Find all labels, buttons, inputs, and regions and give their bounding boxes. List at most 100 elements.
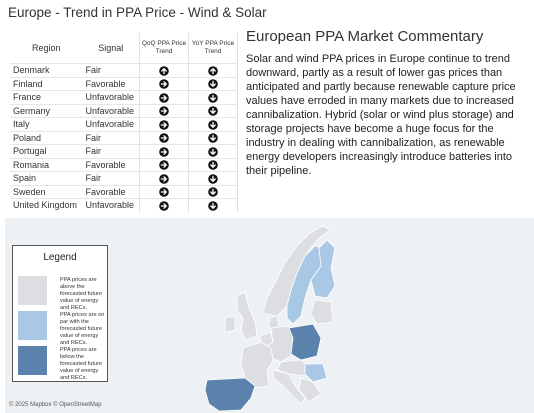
table-row: Romania Favorable [10, 157, 238, 172]
country-shape [272, 369, 306, 405]
signal-cell: Fair [82, 171, 140, 185]
country-shape [304, 363, 328, 383]
country-shape [236, 291, 258, 341]
region-cell: Sweden [10, 184, 83, 199]
legend-title: Legend [43, 252, 77, 263]
trend-arrow [159, 160, 169, 170]
map-credit: © 2025 Mapbox © OpenStreetMap [9, 402, 102, 408]
legend-label: PPA prices are above the forecasted futu… [60, 277, 102, 311]
trend-arrow [208, 200, 218, 211]
signal-cell: Unfavorable [82, 117, 140, 131]
trend-arrow [159, 92, 169, 103]
trend-cell [188, 63, 238, 77]
region-cell: Poland [10, 130, 83, 145]
column-header: Region [31, 43, 61, 53]
trend-cell [139, 117, 189, 131]
table-row: Finland Favorable [10, 76, 238, 91]
trend-arrow [159, 200, 169, 211]
trend-arrow [159, 106, 169, 116]
countries [204, 225, 336, 412]
region-cell: Italy [10, 117, 83, 131]
signal-cell: Unfavorable [82, 90, 140, 104]
trend-cell [139, 184, 189, 199]
signal-cell: Favorable [82, 76, 140, 91]
country-shape [224, 315, 236, 333]
country-shape [310, 239, 336, 299]
region-cell: Finland [10, 76, 83, 91]
signal-cell: Fair [82, 144, 140, 158]
title: Europe - Trend in PPA Price - Wind & Sol… [8, 5, 267, 20]
trend-cell [139, 157, 189, 172]
table-row: Denmark Fair [10, 63, 238, 77]
signal-cell: Unfavorable [82, 198, 140, 212]
trend-arrow [159, 146, 169, 157]
trend-arrow [208, 160, 218, 170]
country-shape [240, 341, 274, 389]
region-cell: France [10, 90, 83, 104]
table-row: Germany Unfavorable [10, 103, 238, 118]
country-shape [310, 299, 334, 325]
region-cell: Romania [10, 157, 83, 172]
column-header: YoY PPA Price Trend [188, 33, 238, 64]
region-cell: Spain [10, 171, 83, 185]
legend-label: PPA prices are below the forecasted futu… [60, 347, 102, 381]
signal-table: Region Signal QoQ PPA Price Trend YoY PPA P… [10, 33, 238, 212]
country-shape [204, 377, 256, 412]
signal-cell: Favorable [82, 157, 140, 172]
region-cell: Denmark [10, 63, 83, 77]
trend-cell [188, 117, 238, 131]
trend-arrow [208, 173, 218, 184]
trend-arrow [159, 65, 169, 76]
trend-cell [188, 198, 238, 212]
legend-swatch [18, 346, 47, 375]
trend-arrow [208, 92, 218, 103]
legend-swatch [18, 276, 47, 305]
trend-arrow [208, 133, 218, 143]
signal-cell: Favorable [82, 184, 140, 199]
trend-arrow [159, 173, 169, 184]
trend-arrow [208, 65, 218, 76]
trend-arrow [208, 146, 218, 157]
trend-cell [188, 171, 238, 185]
country-shape [298, 377, 322, 403]
trend-cell [139, 198, 189, 212]
trend-cell [188, 184, 238, 199]
table-row: Spain Fair [10, 171, 238, 185]
trend-cell [188, 157, 238, 172]
signal-cell: Fair [82, 130, 140, 145]
trend-cell [139, 171, 189, 185]
signal-cell: Fair [82, 63, 140, 77]
column-header: QoQ PPA Price Trend [139, 33, 189, 64]
trend-arrow [208, 119, 218, 130]
trend-cell [139, 144, 189, 158]
trend-cell [188, 144, 238, 158]
table-row: France Unfavorable [10, 90, 238, 104]
region-cell: Germany [10, 103, 83, 118]
table-row: Portugal Fair [10, 144, 238, 158]
country-shape [288, 323, 322, 361]
trend-cell [188, 103, 238, 118]
trend-cell [139, 76, 189, 91]
trend-arrow [159, 187, 169, 197]
trend-cell [139, 90, 189, 104]
trend-cell [139, 130, 189, 145]
trend-arrow [208, 79, 218, 89]
legend-label: PPA prices are on par with the forecaste… [60, 312, 105, 346]
commentary-body: Solar and wind PPA prices in Europe cont… [246, 53, 516, 177]
trend-arrow [208, 106, 218, 116]
table-row: Sweden Favorable [10, 184, 238, 199]
legend-swatch [18, 311, 47, 340]
trend-cell [139, 103, 189, 118]
trend-arrow [159, 119, 169, 130]
trend-cell [188, 76, 238, 91]
trend-arrow [208, 187, 218, 197]
table-row: Poland Fair [10, 130, 238, 145]
table-row: United Kingdom Unfavorable [10, 198, 238, 212]
trend-arrow [159, 133, 169, 143]
signal-cell: Unfavorable [82, 103, 140, 118]
trend-cell [139, 63, 189, 77]
column-header: Signal [98, 43, 124, 53]
commentary-title: European PPA Market Commentary [246, 28, 484, 45]
region-cell: United Kingdom [10, 198, 83, 212]
